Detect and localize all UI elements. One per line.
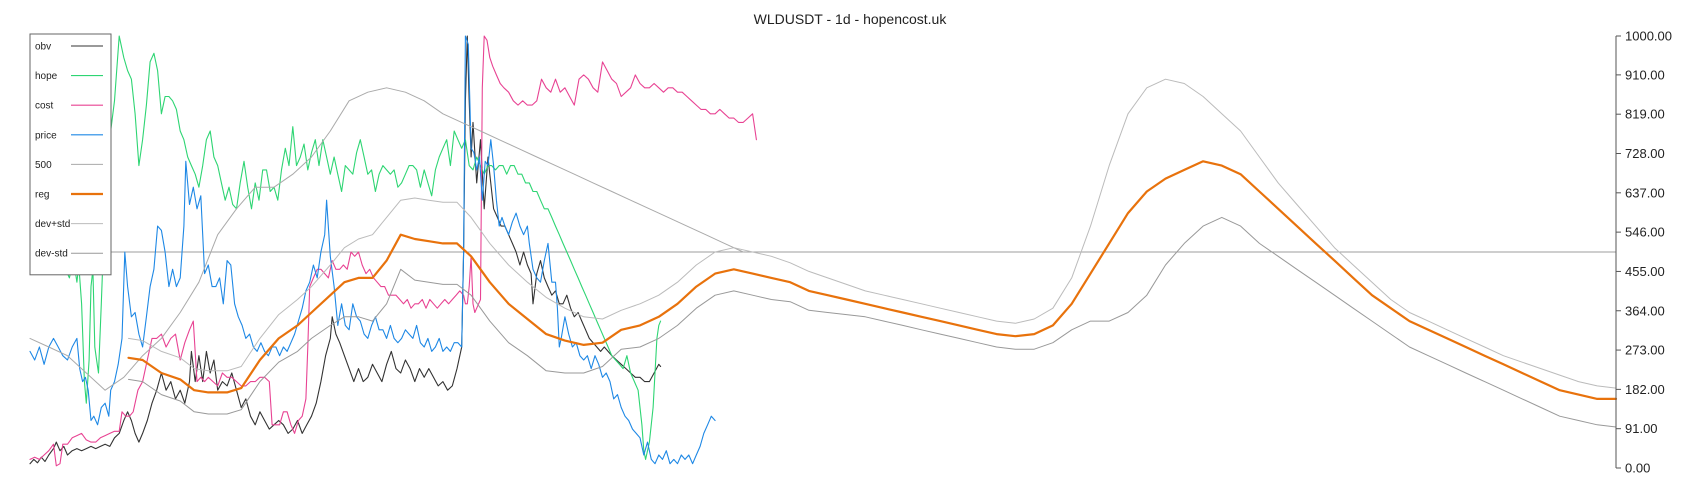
y-tick-label: 0.00: [1625, 461, 1650, 476]
y-tick-label: 637.00: [1625, 185, 1665, 200]
y-tick-label: 455.00: [1625, 264, 1665, 279]
legend-label: cost: [35, 101, 54, 112]
series-line-dev-std: [128, 216, 1617, 428]
chart-title: WLDUSDT - 1d - hopencost.uk: [754, 11, 948, 27]
y-tick-label: 182.00: [1625, 382, 1665, 397]
series-line-500: [29, 87, 744, 391]
y-tick-label: 819.00: [1625, 107, 1665, 122]
y-tick-label: 273.00: [1625, 343, 1665, 358]
plot-area: [29, 35, 1618, 467]
series-line-price: [29, 35, 716, 465]
legend-label: dev-std: [35, 249, 68, 260]
y-tick-label: 546.00: [1625, 225, 1665, 240]
y-tick-label: 728.00: [1625, 146, 1665, 161]
series-line-obv: [29, 35, 662, 465]
y-tick-label: 910.00: [1625, 67, 1665, 82]
legend-label: reg: [35, 190, 49, 201]
legend-box: [29, 33, 112, 276]
series-line-reg: [127, 160, 1618, 400]
y-tick-label: 91.00: [1625, 421, 1658, 436]
right-y-axis: 1000.00 910.00 819.00 728.00 637.00 546.00 455…: [1615, 29, 1672, 476]
legend-label: 500: [35, 160, 52, 171]
y-tick-label: 1000.00: [1625, 29, 1672, 44]
series-line-hope: [66, 35, 662, 460]
series-layer: [29, 35, 1618, 467]
legend-label: hope: [35, 71, 58, 82]
legend-label: dev+std: [35, 219, 70, 230]
y-tick-label: 364.00: [1625, 303, 1665, 318]
legend-label: price: [35, 130, 57, 141]
series-line-dev-std: [128, 78, 1617, 389]
legend-label: obv: [35, 42, 51, 53]
series-line-cost: [29, 35, 757, 467]
legend: obv hope cost price 500 reg dev+std dev-std: [29, 33, 112, 276]
